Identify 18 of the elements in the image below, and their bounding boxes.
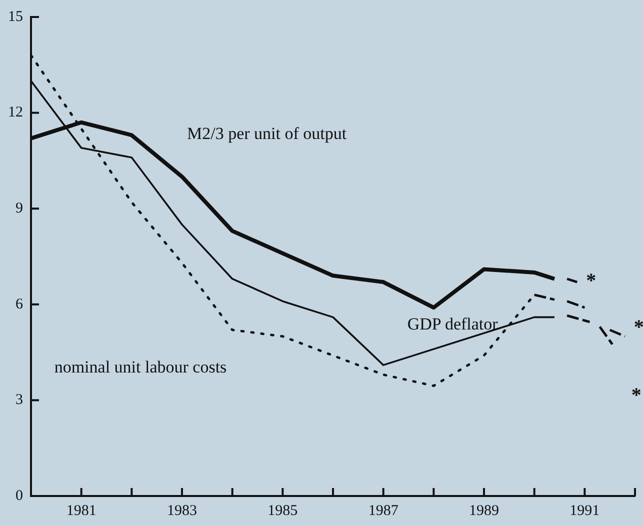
y-tick-label: 3 — [16, 392, 23, 408]
series-label: M2/3 per unit of output — [187, 124, 347, 144]
series-label: nominal unit labour costs — [54, 357, 227, 376]
series-label: GDP deflator — [407, 314, 498, 334]
annotation: * — [634, 316, 643, 339]
x-tick-label: 1991 — [570, 502, 600, 519]
x-tick-label: 1985 — [268, 502, 298, 519]
annotation: * — [586, 270, 596, 292]
y-tick-label: 15 — [8, 8, 23, 25]
y-tick-label: 6 — [16, 296, 24, 312]
y-tick-label: 12 — [8, 104, 23, 121]
x-tick-label: 1989 — [469, 502, 499, 519]
annotation: * — [631, 384, 642, 406]
y-tick-label: 0 — [16, 488, 23, 504]
y-tick-label: 9 — [16, 200, 23, 217]
x-tick-label: 1983 — [167, 502, 197, 519]
x-tick-label: 1981 — [66, 502, 96, 519]
x-tick-label: 1987 — [368, 502, 399, 519]
